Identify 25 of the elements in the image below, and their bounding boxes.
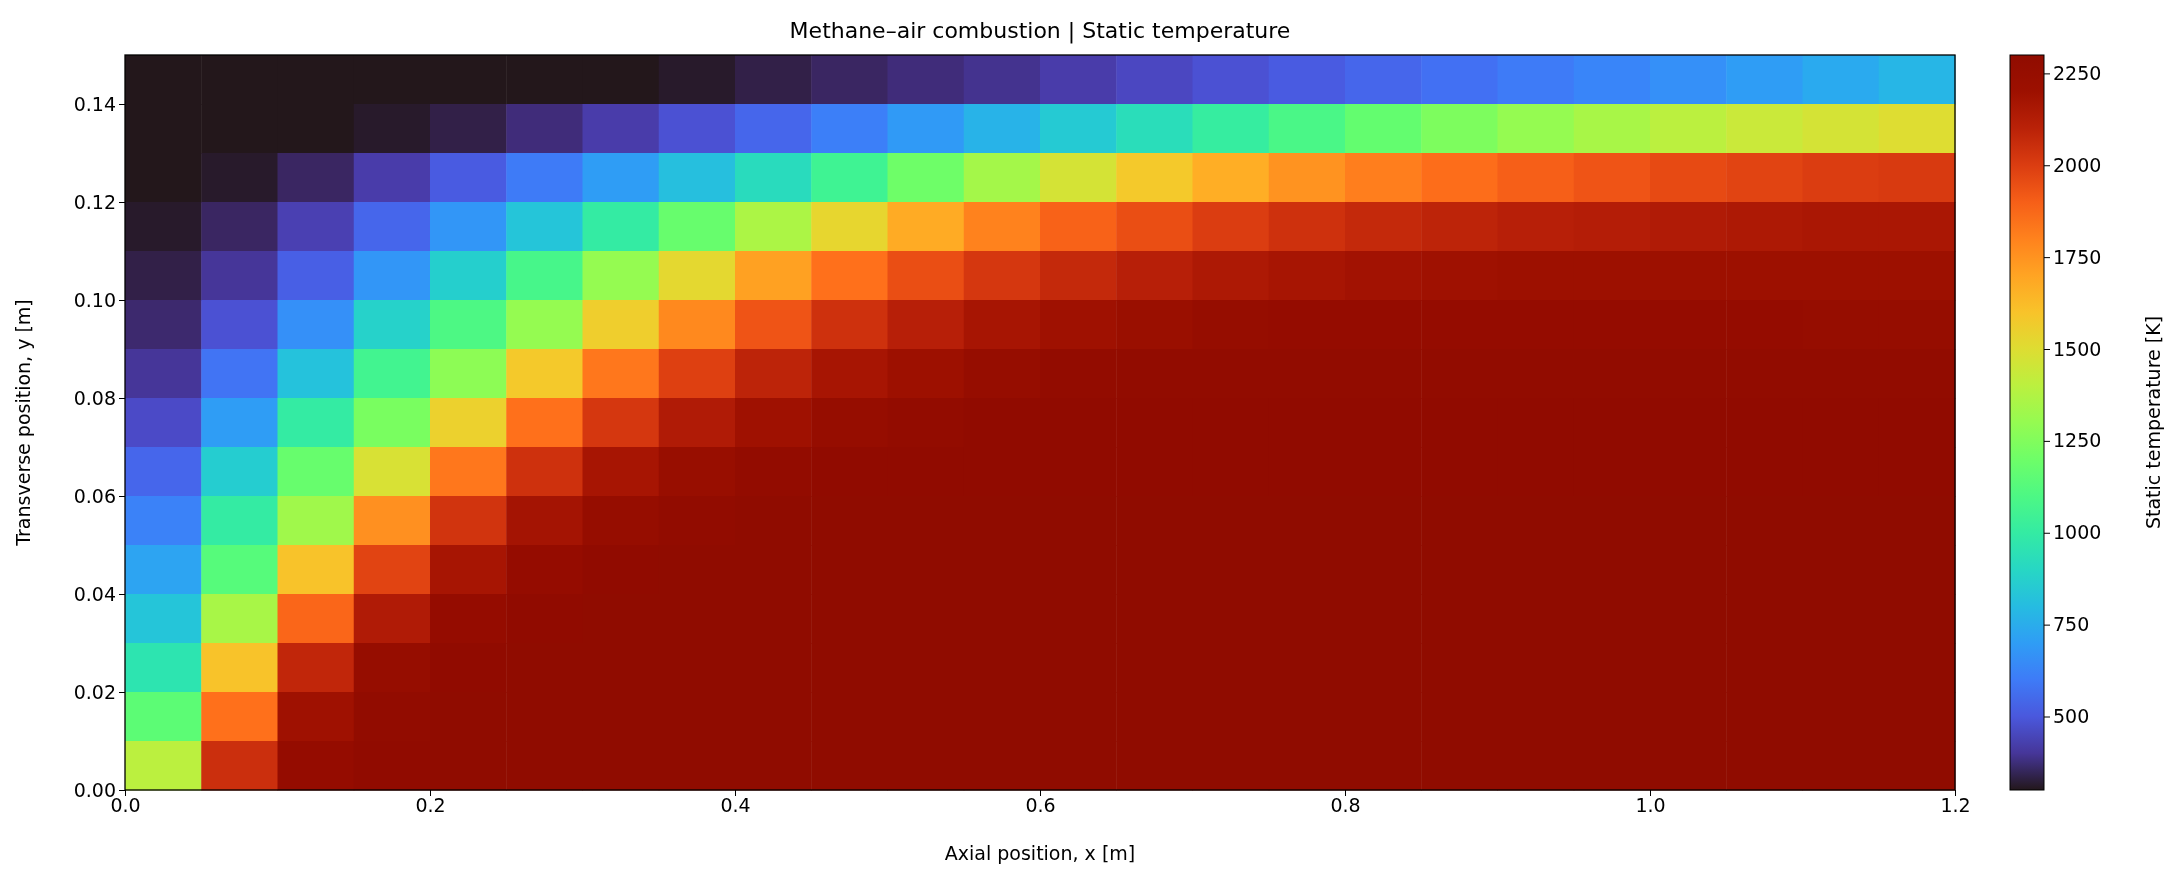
y-tick-label: 0.06: [73, 484, 116, 507]
y-tick-label: 0.12: [73, 190, 116, 213]
color-bar-label: 1000: [2053, 521, 2102, 544]
y-axis-title: Transverse position, y [m]: [12, 299, 34, 547]
chart-title: Methane–air combustion | Static temperature: [789, 18, 1291, 44]
x-tick-label: 1.2: [1940, 794, 1971, 817]
color-bar-label: 1750: [2053, 245, 2102, 268]
color-bar-label: 500: [2053, 705, 2090, 728]
x-tick-label: 1.0: [1635, 794, 1666, 817]
y-tick-label: 0.10: [73, 288, 116, 311]
y-tick-label: 0.14: [73, 92, 116, 115]
y-tick-label: 0.02: [73, 680, 116, 703]
y-tick-label: 0.08: [73, 386, 116, 409]
color-bar-label: 750: [2053, 613, 2090, 636]
x-tick-label: 0.4: [720, 794, 751, 817]
x-tick-label: 0.2: [415, 794, 446, 817]
color-bar-label: 2000: [2053, 153, 2102, 176]
x-tick-label: 0.6: [1025, 794, 1056, 817]
x-tick-label: 0.8: [1330, 794, 1361, 817]
x-axis-title: Axial position, x [m]: [944, 842, 1136, 864]
color-bar-title: Static temperature [K]: [2142, 315, 2164, 530]
color-bar-label: 1500: [2053, 337, 2102, 360]
color-bar-label: 1250: [2053, 429, 2102, 452]
y-tick-label: 0.04: [73, 582, 116, 605]
color-bar-label: 2250: [2053, 61, 2102, 84]
